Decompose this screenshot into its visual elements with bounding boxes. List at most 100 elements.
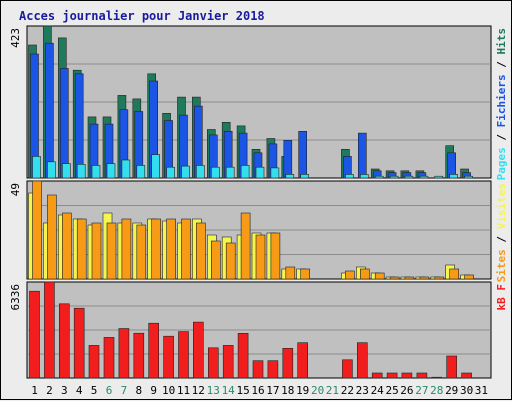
- bar-kb: [386, 372, 398, 379]
- x-tick-label: 25: [385, 384, 398, 397]
- bar-sites: [345, 270, 355, 280]
- bar-pages: [196, 165, 205, 179]
- bar-pages: [285, 174, 295, 179]
- x-tick-label: 11: [177, 384, 190, 397]
- bar-sites: [91, 222, 102, 280]
- bar-sites: [181, 218, 191, 280]
- bar-pages: [211, 166, 220, 179]
- bar-fichiers: [74, 73, 84, 179]
- bar-pages: [181, 165, 190, 179]
- x-tick-label: 24: [371, 384, 385, 397]
- x-tick-label: 7: [121, 384, 128, 397]
- x-tick-label: 26: [400, 384, 413, 397]
- bar-kb: [133, 332, 145, 379]
- bar-sites: [374, 272, 385, 280]
- bar-kb: [73, 307, 85, 379]
- legend-hits: Pages / Fichiers / Hits: [495, 28, 508, 180]
- x-tick-label: 13: [207, 384, 220, 397]
- bar-kb: [88, 345, 100, 379]
- bar-sites: [270, 232, 281, 280]
- x-tick-label: 31: [475, 384, 488, 397]
- bar-pages: [61, 163, 71, 179]
- x-tick-label: 8: [135, 384, 142, 397]
- bar-sites: [61, 212, 72, 280]
- bar-pages: [359, 174, 369, 179]
- legend-label: Pages: [495, 147, 508, 180]
- bar-fichiers: [298, 131, 308, 179]
- bar-sites: [211, 240, 221, 280]
- bar-kb: [103, 337, 115, 379]
- bar-sites: [464, 274, 474, 280]
- bar-kb: [222, 345, 234, 379]
- bar-fichiers: [357, 132, 367, 179]
- x-tick-label: 10: [162, 384, 175, 397]
- bar-kb: [148, 322, 159, 379]
- bar-sites: [285, 266, 296, 280]
- legend-kb: kB F: [495, 284, 508, 311]
- bar-sites: [196, 222, 206, 280]
- x-tick-label: 22: [341, 384, 354, 397]
- x-tick-label: 12: [192, 384, 205, 397]
- bar-pages: [76, 164, 86, 179]
- bar-sites: [106, 222, 117, 280]
- bar-sites: [225, 242, 236, 280]
- bar-pages: [449, 174, 459, 179]
- legend-label: kB F: [495, 284, 508, 311]
- x-tick-label: 30: [460, 384, 473, 397]
- legend-label: Hits: [495, 28, 508, 55]
- bar-pages: [389, 175, 399, 179]
- x-tick-label: 1: [31, 384, 38, 397]
- bar-sites: [32, 180, 42, 280]
- bar-kb: [178, 331, 189, 379]
- x-tick-label: 18: [281, 384, 294, 397]
- bar-fichiers: [283, 140, 293, 179]
- x-tick-label: 21: [326, 384, 339, 397]
- bar-pages: [404, 175, 414, 179]
- bar-kb: [118, 328, 130, 379]
- x-tick-label: 19: [296, 384, 309, 397]
- bar-kb: [431, 376, 443, 379]
- bar-kb: [297, 342, 309, 379]
- x-tick-label: 17: [266, 384, 279, 397]
- panel-kb: 6336 kB F: [9, 281, 508, 379]
- bar-pages: [374, 175, 384, 179]
- bar-sites: [47, 194, 57, 280]
- x-tick-label: 5: [91, 384, 98, 397]
- bar-kb: [446, 355, 458, 379]
- legend-label: Fichiers: [495, 74, 508, 127]
- x-tick-label: 3: [61, 384, 68, 397]
- legend-label: Sites: [495, 249, 508, 282]
- x-tick-label: 6: [106, 384, 113, 397]
- bar-kb: [416, 372, 428, 379]
- bar-pages: [345, 174, 354, 179]
- chart-panels: 423 Pages / Fichiers / Hits 49 Sites / Visi…: [9, 25, 508, 379]
- bar-sites: [404, 276, 415, 280]
- bar-sites: [434, 276, 445, 280]
- bar-fichiers: [59, 68, 69, 179]
- bar-kb: [401, 372, 413, 379]
- x-tick-label: 9: [150, 384, 157, 397]
- bar-pages: [240, 165, 250, 179]
- bar-kb: [282, 347, 294, 379]
- bar-kb: [44, 281, 55, 379]
- bar-sites: [136, 224, 147, 280]
- bar-kb: [58, 303, 70, 379]
- bar-pages: [136, 165, 146, 179]
- x-tick-label: 2: [46, 384, 53, 397]
- bar-pages: [166, 166, 175, 179]
- ymax-label-kb: 6336: [9, 284, 22, 311]
- bar-kb: [267, 360, 279, 379]
- bar-pages: [32, 156, 41, 179]
- bar-kb: [163, 335, 174, 379]
- panel-hits: 423 Pages / Fichiers / Hits: [9, 25, 508, 180]
- x-tick-label: 16: [251, 384, 264, 397]
- bar-pages: [419, 175, 429, 179]
- bar-pages: [47, 161, 56, 179]
- bar-sites: [121, 218, 132, 280]
- bar-sites: [389, 276, 400, 280]
- bar-kb: [356, 342, 368, 379]
- bar-pages: [255, 166, 265, 179]
- bar-kb: [342, 359, 353, 379]
